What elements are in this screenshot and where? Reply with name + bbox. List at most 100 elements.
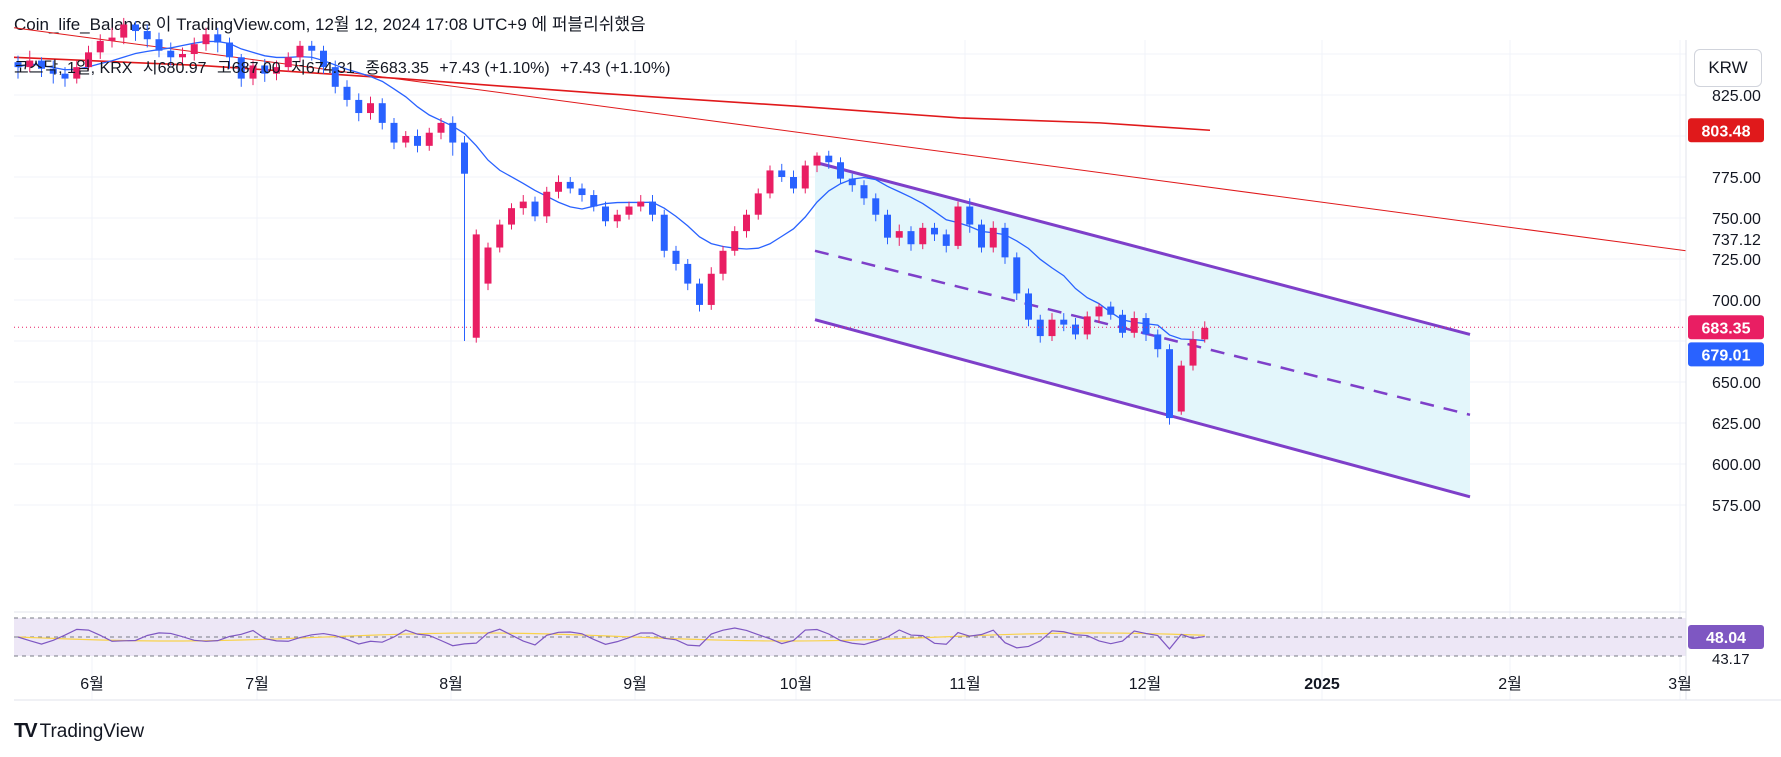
candle [966, 198, 974, 233]
candle-body [872, 198, 880, 215]
candle-body [743, 214, 750, 232]
x-tick-label: 2025 [1304, 676, 1340, 693]
candle [602, 201, 609, 227]
candle [108, 27, 116, 48]
x-tick-label: 6월 [80, 675, 104, 693]
candle-body [555, 181, 562, 192]
candle [296, 40, 304, 63]
price-tag: 803.48 [1688, 118, 1764, 143]
candle-body [343, 86, 351, 100]
candle-body [519, 201, 527, 209]
candle [132, 21, 139, 41]
candle [61, 67, 69, 87]
x-tick-label: 8월 [439, 675, 463, 693]
candle [155, 32, 163, 58]
candle-body [284, 57, 292, 68]
candle [790, 170, 797, 194]
x-tick-label: 3월 [1668, 675, 1692, 693]
candle [907, 226, 915, 251]
rsi-line [17, 627, 1205, 650]
candle [719, 245, 727, 281]
candle-body [1048, 319, 1056, 337]
candle-body [308, 45, 316, 51]
candle-body [719, 250, 727, 274]
candle [872, 193, 880, 222]
legend-low: 저674.31 [291, 60, 355, 77]
candle-body [1201, 327, 1209, 340]
candle [96, 34, 104, 59]
candle-body [696, 283, 703, 305]
candle-body [355, 99, 363, 114]
candle-body [120, 24, 128, 38]
y-tick-label: 825.00 [1712, 88, 1761, 105]
candle-body [1166, 349, 1173, 419]
candle-body [261, 65, 269, 74]
candle [637, 195, 645, 212]
candle [531, 196, 539, 222]
y-tick-label: 600.00 [1712, 457, 1761, 474]
candle [1025, 288, 1032, 327]
candle-body [496, 224, 504, 248]
candle-body [907, 231, 915, 245]
candle [472, 229, 480, 343]
candle [1001, 222, 1009, 264]
candle-body [461, 142, 468, 174]
candle-body [684, 263, 692, 284]
candle [402, 131, 410, 148]
candle [1072, 318, 1079, 340]
candle-body [367, 103, 374, 114]
x-tick-label: 11월 [949, 675, 980, 693]
candle [214, 27, 222, 53]
candle-body [707, 273, 715, 305]
candle-body [1025, 293, 1032, 320]
candle-body [237, 57, 245, 79]
candle [578, 183, 586, 202]
tradingview-logo: TV TradingView [14, 720, 144, 743]
candle-body [190, 44, 198, 54]
candle-body [837, 162, 844, 179]
candle-body [155, 39, 163, 51]
svg-text:679.01: 679.01 [1702, 347, 1751, 364]
price-tag: 683.35 [1688, 315, 1764, 340]
tradingview-brand: TradingView [39, 720, 145, 742]
candle [461, 136, 468, 341]
candle-body [296, 45, 304, 58]
y-tick-label: 700.00 [1712, 293, 1761, 310]
candle-body [132, 24, 139, 32]
svg-text:803.48: 803.48 [1702, 123, 1751, 140]
candle-body [578, 188, 586, 196]
currency-button[interactable]: KRW [1694, 49, 1762, 87]
candle [848, 173, 856, 192]
candle-body [625, 206, 633, 215]
candle-body [96, 40, 104, 53]
candle [449, 116, 457, 156]
candle [625, 201, 633, 220]
candle [414, 129, 421, 153]
candle-body [143, 31, 151, 40]
candle [1166, 344, 1173, 425]
candle [261, 58, 269, 82]
candle [989, 221, 997, 253]
trend-line-red [13, 27, 1687, 252]
candle [1154, 329, 1162, 358]
candle [120, 17, 128, 45]
price-tag: 679.01 [1688, 342, 1764, 367]
time-axis: 6월 7월 8월 9월 10월 11월 12월 2025 2월 3월 [80, 675, 1692, 693]
legend-close: 종683.35 [365, 60, 429, 77]
candle-body [179, 54, 186, 58]
candle-body [1001, 227, 1009, 258]
candle-body [566, 181, 574, 189]
candle-body [449, 122, 457, 143]
rsi-low-label: 43.17 [1712, 651, 1750, 668]
candle-body [978, 224, 985, 248]
candle [49, 60, 57, 84]
candle [954, 201, 962, 250]
candle [519, 195, 527, 215]
candle [825, 150, 833, 169]
channel-upper [814, 160, 1471, 336]
candle-body [860, 185, 868, 199]
candle [508, 203, 515, 230]
candle-body [249, 65, 257, 79]
y-tick-label: 725.00 [1712, 252, 1761, 269]
